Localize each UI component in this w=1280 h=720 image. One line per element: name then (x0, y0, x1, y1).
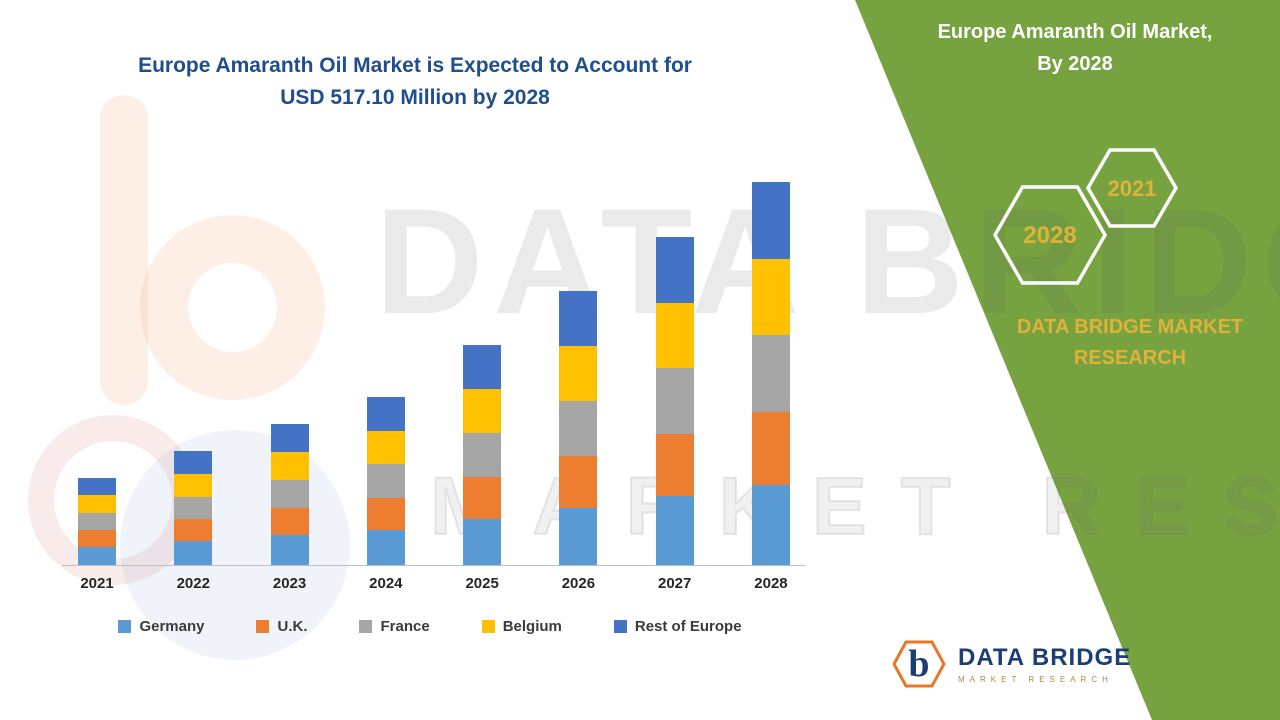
bar-2028 (751, 182, 790, 565)
bar-segment-2027-belgium (655, 302, 694, 369)
bar-segment-2028-rest-of-europe (751, 182, 790, 259)
x-axis-baseline (62, 565, 805, 566)
bar-segment-2026-belgium (559, 346, 598, 401)
plot-area (78, 180, 790, 565)
bar-segment-2027-france (655, 368, 694, 434)
bar-segment-2021-u-k- (78, 530, 116, 547)
bar-segment-2024-rest-of-europe (366, 397, 405, 431)
bar-segment-2025-rest-of-europe (463, 344, 502, 389)
footer-logo-monogram: b (908, 643, 929, 685)
legend-swatch (118, 620, 132, 633)
x-axis-label-2026: 2026 (561, 575, 596, 592)
chart-title-line2: USD 517.10 Million by 2028 (280, 86, 550, 109)
legend-item-u-k-: U.K. (256, 618, 307, 635)
bar-segment-2022-rest-of-europe (174, 451, 213, 474)
legend-swatch (613, 620, 627, 633)
bar-segment-2028-france (751, 335, 790, 412)
x-axis-label-2024: 2024 (369, 575, 403, 592)
bar-segment-2028-germany (751, 484, 790, 565)
bar-segment-2022-germany (174, 541, 213, 565)
footer-logo: b DATA BRIDGE MARKET RESEARCH (890, 634, 1131, 694)
bar-segment-2028-belgium (751, 258, 790, 336)
chart-title: Europe Amaranth Oil Market is Expected t… (70, 50, 760, 114)
legend-label: Germany (139, 618, 205, 635)
bar-2022 (174, 451, 213, 565)
bar-segment-2025-u-k- (463, 476, 502, 519)
bar-2026 (559, 291, 598, 565)
bar-segment-2023-germany (270, 535, 309, 565)
x-axis-label-2021: 2021 (80, 575, 114, 592)
bar-segment-2022-france (174, 496, 213, 520)
bar-segment-2026-rest-of-europe (559, 291, 598, 346)
bar-segment-2023-belgium (270, 451, 309, 481)
legend-item-rest-of-europe: Rest of Europe (613, 618, 742, 635)
bar-segment-2026-france (559, 400, 598, 456)
x-axis-label-2028: 2028 (754, 575, 788, 592)
bar-segment-2021-germany (78, 546, 116, 565)
bar-segment-2027-rest-of-europe (655, 237, 694, 303)
legend-item-france: France (359, 618, 430, 635)
bar-segment-2027-u-k- (655, 433, 694, 497)
x-axis-label-2023: 2023 (272, 575, 307, 592)
x-axis-label-2025: 2025 (465, 575, 499, 592)
legend-label: U.K. (277, 618, 308, 635)
x-axis-label-2027: 2027 (658, 575, 692, 592)
bar-segment-2025-france (463, 432, 502, 477)
legend-label: France (380, 618, 430, 635)
legend-swatch (256, 620, 270, 633)
x-axis-labels: 2021 2022 2023 2024 2025 2026 2027 2028 (69, 575, 799, 592)
bar-segment-2023-france (270, 480, 309, 509)
bar-segment-2022-belgium (174, 473, 213, 497)
bar-segment-2022-u-k- (174, 519, 213, 542)
bar-segment-2021-belgium (78, 495, 116, 513)
legend-swatch (481, 620, 495, 633)
footer-logo-name: DATA BRIDGE (958, 644, 1132, 671)
bar-segment-2023-rest-of-europe (270, 423, 309, 452)
bar-segment-2024-germany (366, 529, 405, 565)
legend-item-belgium: Belgium (481, 618, 562, 635)
bar-segment-2024-belgium (366, 430, 405, 465)
bar-segment-2023-u-k- (270, 508, 309, 536)
bar-2025 (463, 344, 502, 565)
bar-segment-2027-germany (655, 496, 694, 565)
bar-2023 (270, 423, 309, 565)
legend: Germany U.K. France Belgium Rest of Europe (0, 618, 860, 635)
bar-2021 (78, 477, 116, 565)
bar-segment-2025-germany (463, 518, 502, 565)
legend-item-germany: Germany (118, 618, 204, 635)
bar-segment-2021-rest-of-europe (78, 477, 116, 496)
footer-logo-tagline: MARKET RESEARCH (958, 675, 1113, 684)
footer-logo-hexagon-icon: b (892, 640, 946, 688)
legend-label: Belgium (502, 618, 562, 635)
chart-area: Europe Amaranth Oil Market is Expected t… (0, 50, 860, 635)
x-axis-label-2022: 2022 (176, 575, 210, 592)
bar-segment-2024-u-k- (366, 497, 405, 530)
legend-swatch (359, 620, 373, 633)
footer-logo-text: DATA BRIDGE MARKET RESEARCH (958, 644, 1131, 684)
chart-title-line1: Europe Amaranth Oil Market is Expected t… (138, 54, 692, 77)
bar-segment-2026-u-k- (559, 455, 598, 508)
bar-2024 (366, 397, 405, 565)
bar-segment-2024-france (366, 464, 405, 498)
bar-segment-2025-belgium (463, 388, 502, 433)
bar-segment-2028-u-k- (751, 411, 790, 485)
bar-2027 (655, 237, 694, 565)
bar-segment-2026-germany (559, 507, 598, 565)
bar-segment-2021-france (78, 512, 116, 531)
legend-label: Rest of Europe (634, 618, 742, 635)
